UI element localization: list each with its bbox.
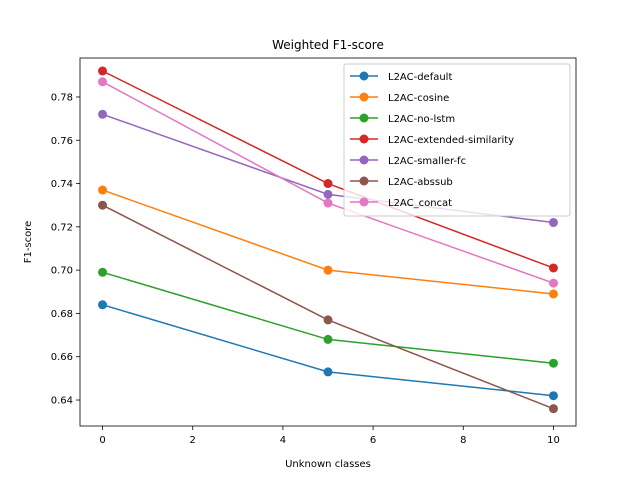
x-tick-label: 0 — [99, 435, 105, 446]
legend-item: L2AC_concat — [350, 197, 452, 209]
legend-label: L2AC-abssub — [388, 177, 453, 188]
data-point — [98, 77, 108, 87]
legend-item: L2AC-extended-similarity — [350, 134, 514, 146]
y-tick-label: 0.76 — [51, 136, 73, 147]
x-axis: 0 2 4 6 8 10 — [99, 426, 560, 446]
legend-label: L2AC-no-lstm — [388, 114, 455, 125]
legend-marker — [359, 92, 369, 102]
x-tick-label: 4 — [280, 435, 286, 446]
data-point — [98, 66, 108, 76]
data-point — [98, 109, 108, 119]
x-tick-label: 2 — [190, 435, 196, 446]
series-l2ac-default — [98, 300, 558, 401]
legend-marker — [359, 197, 369, 207]
y-tick-label: 0.68 — [51, 309, 73, 320]
legend-label: L2AC-smaller-fc — [388, 156, 466, 167]
legend-marker — [359, 176, 369, 186]
legend-label: L2AC-extended-similarity — [388, 135, 514, 146]
x-tick-label: 10 — [547, 435, 560, 446]
legend-label: L2AC-cosine — [388, 93, 449, 104]
data-point — [98, 200, 108, 210]
data-point — [98, 300, 108, 310]
legend-label: L2AC-default — [388, 72, 452, 83]
x-tick-label: 8 — [460, 435, 466, 446]
series-l2ac-abssub — [98, 200, 558, 414]
data-point — [548, 263, 558, 273]
data-point — [323, 189, 333, 199]
legend-label: L2AC_concat — [388, 198, 452, 209]
data-point — [548, 391, 558, 401]
legend-item: L2AC-cosine — [350, 92, 449, 104]
legend-marker — [359, 134, 369, 144]
y-axis: 0.64 0.66 0.68 0.70 0.72 0.74 0.76 0.78 — [51, 92, 80, 407]
data-point — [323, 334, 333, 344]
data-point — [548, 358, 558, 368]
legend-box — [343, 63, 571, 217]
series-l2ac-cosine — [98, 185, 558, 299]
y-tick-label: 0.72 — [51, 222, 73, 233]
chart-title: Weighted F1-score — [272, 38, 384, 52]
series-l2ac-extended-similarity — [98, 66, 558, 273]
legend-item: L2AC-no-lstm — [350, 113, 455, 125]
data-point — [323, 367, 333, 377]
legend-marker — [359, 155, 369, 165]
data-point — [323, 179, 333, 189]
data-point — [548, 278, 558, 288]
data-point — [548, 218, 558, 228]
y-tick-label: 0.64 — [51, 396, 73, 407]
data-point — [323, 315, 333, 325]
legend-marker — [359, 113, 369, 123]
data-point — [323, 198, 333, 208]
y-tick-label: 0.74 — [51, 179, 73, 190]
data-point — [548, 404, 558, 414]
data-point — [323, 265, 333, 275]
data-point — [98, 267, 108, 277]
legend-item: L2AC-abssub — [350, 176, 453, 188]
plot-frame — [79, 57, 577, 427]
y-axis-label: F1-score — [23, 221, 34, 264]
y-tick-label: 0.70 — [51, 266, 73, 277]
data-point — [548, 289, 558, 299]
legend-marker — [359, 71, 369, 81]
series-l2ac-concat — [98, 77, 558, 288]
x-axis-label: Unknown classes — [285, 459, 371, 470]
series-l2ac-no-lstm — [98, 267, 558, 368]
y-tick-label: 0.78 — [51, 92, 73, 103]
data-point — [98, 185, 108, 195]
x-tick-label: 6 — [370, 435, 376, 446]
legend: L2AC-default L2AC-cosine L2AC-no-lstm L2AC-… — [343, 63, 571, 217]
legend-item: L2AC-default — [350, 71, 452, 83]
y-tick-label: 0.66 — [51, 352, 73, 363]
legend-item: L2AC-smaller-fc — [350, 155, 466, 167]
